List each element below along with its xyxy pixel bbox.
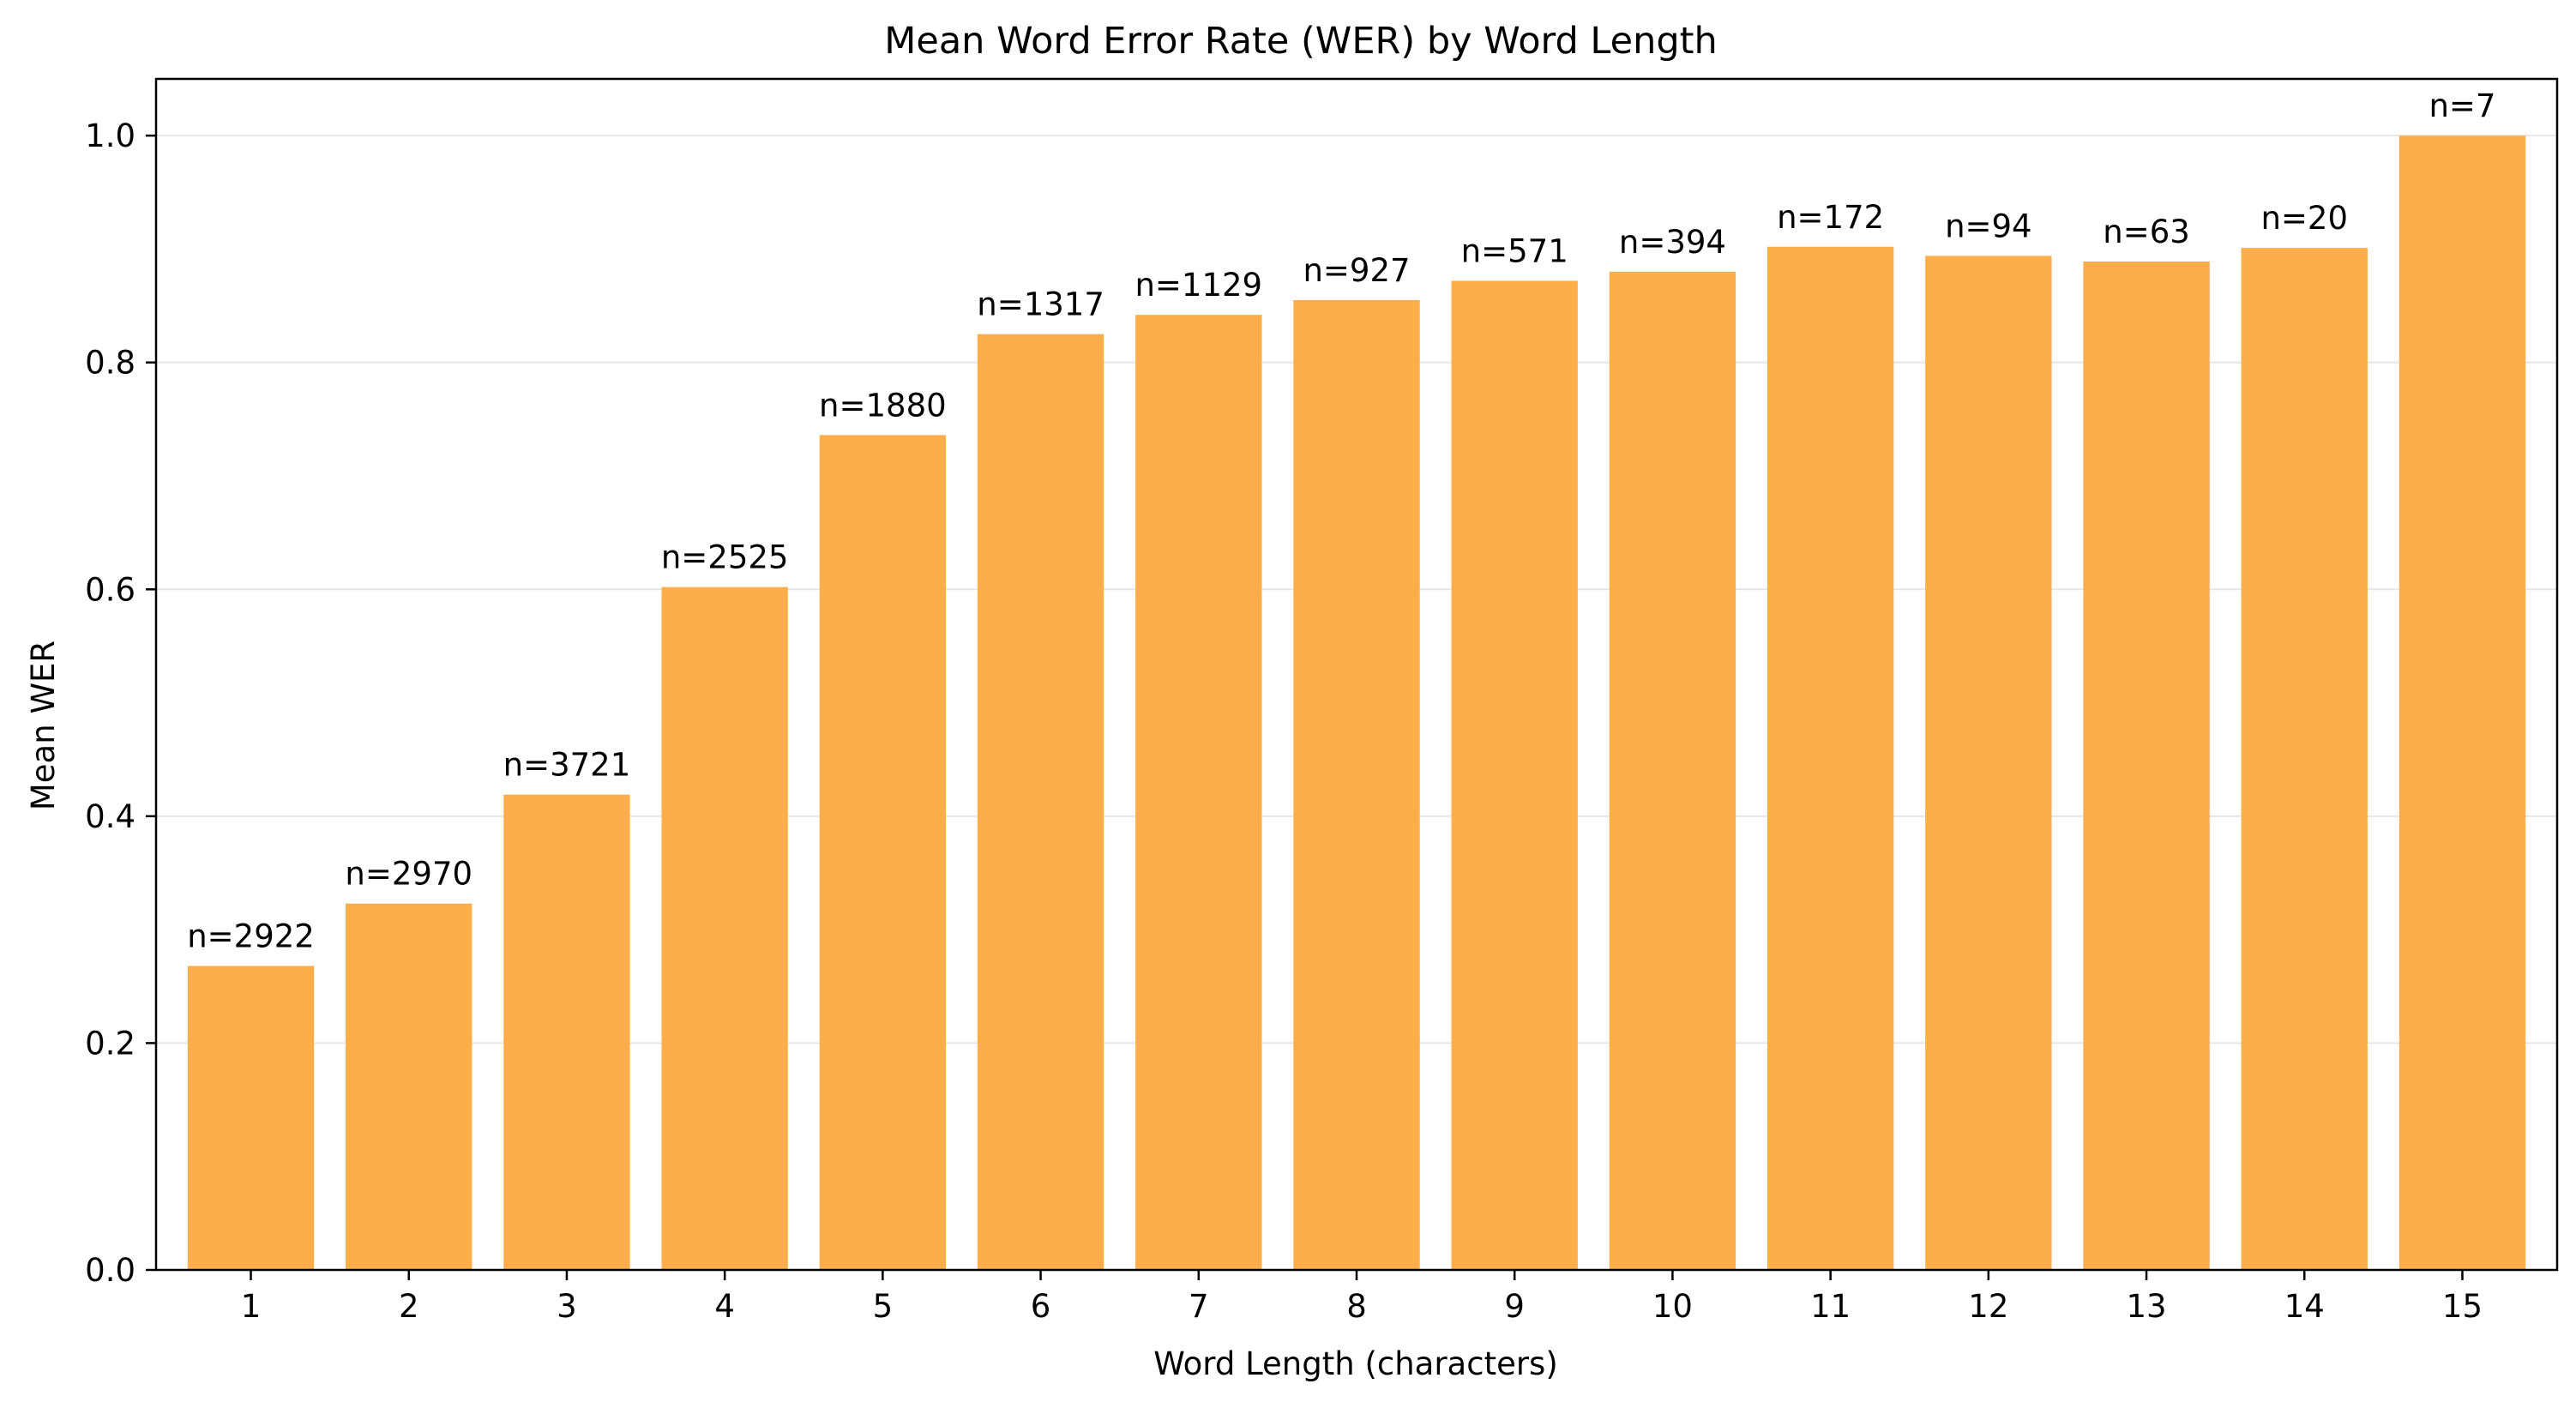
x-tick-label: 4 (714, 1288, 735, 1325)
x-tick-label: 15 (2442, 1288, 2483, 1325)
x-tick-label: 14 (2284, 1288, 2325, 1325)
x-tick-label: 13 (2127, 1288, 2167, 1325)
bar (503, 794, 630, 1270)
bar (2398, 135, 2526, 1271)
y-tick-label: 0.0 (85, 1252, 135, 1289)
bar-count-label: n=1317 (977, 286, 1104, 323)
bars (187, 135, 2526, 1271)
bar (1451, 280, 1578, 1271)
x-tick-label: 6 (1031, 1288, 1051, 1325)
bar (819, 435, 947, 1270)
bar (2083, 261, 2210, 1271)
bar-count-label: n=3721 (503, 747, 631, 784)
y-tick-label: 0.2 (85, 1025, 135, 1062)
bar (1135, 315, 1262, 1270)
x-axis-label: Word Length (characters) (1153, 1345, 1558, 1382)
x-tick-label: 7 (1189, 1288, 1209, 1325)
bar (346, 903, 472, 1270)
x-tick-label: 5 (873, 1288, 894, 1325)
bar-count-label: n=2525 (661, 539, 789, 576)
bar-count-label: n=1880 (819, 387, 947, 424)
bar-count-label: n=571 (1461, 232, 1568, 269)
bar-count-label: n=927 (1303, 252, 1410, 289)
y-tick-label: 0.8 (85, 345, 135, 382)
y-tick-label: 0.6 (85, 571, 135, 608)
x-tick-label: 2 (399, 1288, 419, 1325)
y-axis-label: Mean WER (25, 641, 62, 810)
bar-count-label: n=7 (2429, 87, 2495, 124)
bar-count-label: n=394 (1619, 224, 1726, 261)
bar-count-label: n=1129 (1135, 267, 1262, 304)
bar-count-label: n=172 (1777, 199, 1884, 236)
x-tick-label: 11 (1810, 1288, 1851, 1325)
x-tick-label: 9 (1504, 1288, 1525, 1325)
x-tick-label: 1 (241, 1288, 262, 1325)
y-tick-label: 1.0 (85, 117, 135, 154)
ticks: 1 2 3 4 5 6 7 8 9 10 11 12 13 14 150.00.20.40.60.81.0 (85, 117, 2483, 1325)
bar-count-label: n=94 (1945, 208, 2032, 244)
bar (977, 334, 1104, 1271)
bar-count-label: n=2970 (345, 856, 472, 893)
x-tick-label: 8 (1346, 1288, 1367, 1325)
bar (1925, 256, 2052, 1270)
x-tick-label: 10 (1652, 1288, 1693, 1325)
bar-count-label: n=63 (2103, 214, 2190, 250)
bar (1293, 299, 1420, 1270)
bar-count-label: n=2922 (187, 918, 315, 954)
bar (1609, 271, 1736, 1270)
bar (1766, 246, 1894, 1271)
bar (661, 587, 788, 1270)
y-tick-label: 0.4 (85, 798, 135, 835)
bar-count-label: n=20 (2260, 200, 2348, 237)
x-tick-label: 12 (1968, 1288, 2008, 1325)
bar-count-labels: n=2922 n=2970 n=3721 n=2525 n=1880 n=1317 n=11… (187, 87, 2495, 954)
x-tick-label: 3 (557, 1288, 577, 1325)
bar (2241, 248, 2368, 1270)
chart-title: Mean Word Error Rate (WER) by Word Lengt… (884, 20, 1717, 63)
bar (187, 966, 315, 1270)
